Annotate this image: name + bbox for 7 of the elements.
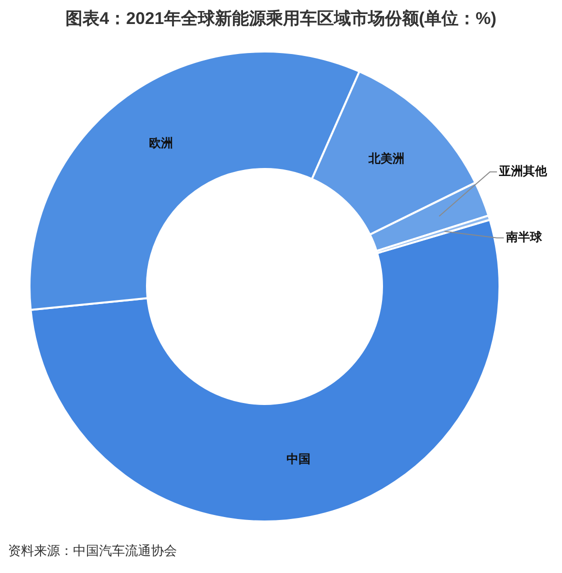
chart-title: 图表4：2021年全球新能源乘用车区域市场份额(单位：%) [64,8,498,30]
slice-label: 亚洲其他 [498,164,548,178]
slice-label: 北美洲 [367,152,404,166]
slice-label: 南半球 [504,230,543,244]
slice-label: 欧洲 [149,136,174,150]
slice-label: 中国 [286,452,310,466]
text: 资料来源：中国汽车流通协会 [8,542,177,560]
